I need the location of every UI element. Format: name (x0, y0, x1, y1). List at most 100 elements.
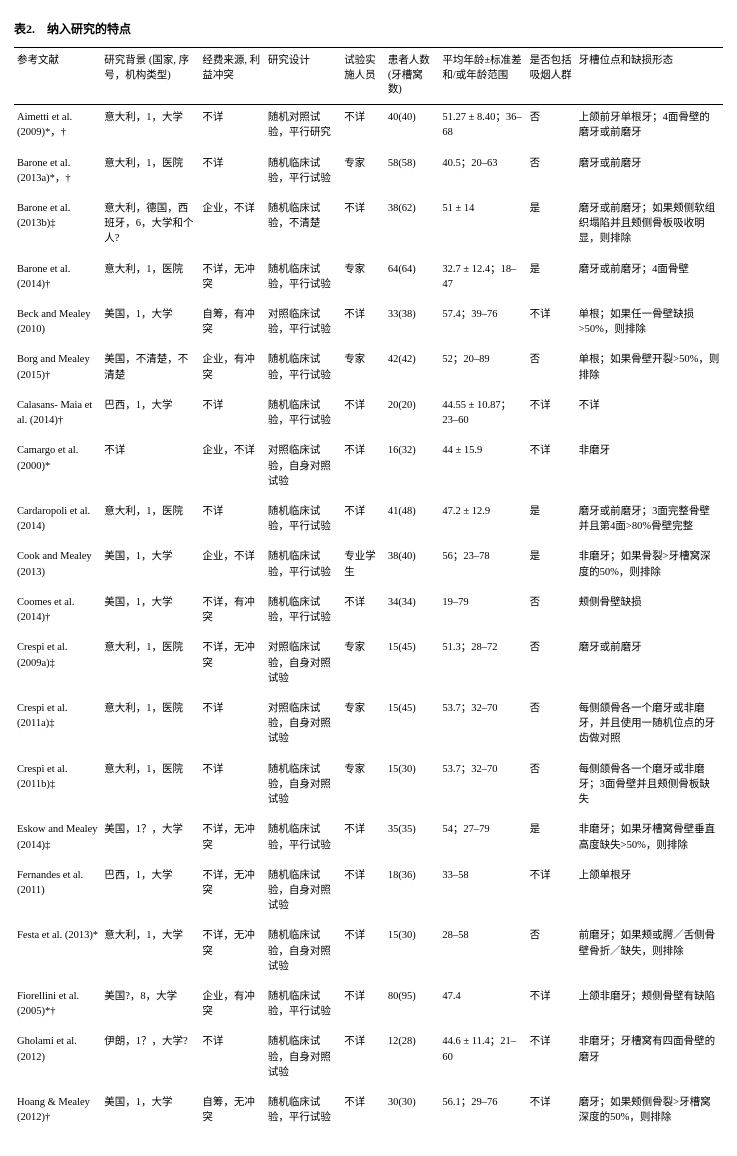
study-table: 参考文献 研究背景 (国家, 序号，机构类型) 经费来源, 利益冲突 研究设计 … (14, 47, 723, 1136)
cell-design: 随机临床试验，自身对照试验 (265, 757, 341, 818)
cell-staff: 不详 (341, 499, 385, 544)
cell-morph: 非磨牙；牙槽窝有四面骨壁的磨牙 (576, 1029, 723, 1090)
cell-morph: 磨牙或前磨牙；如果颊侧软组织塌陷并且颊侧骨板吸收明显，则排除 (576, 196, 723, 257)
cell-pat: 15(30) (385, 923, 440, 984)
cell-bg: 意大利，1，医院 (101, 499, 199, 544)
cell-morph: 磨牙或前磨牙；4面骨壁 (576, 257, 723, 302)
table-row: Barone et al. (2013b)‡意大利，德国，西班牙，6，大学和个人… (14, 196, 723, 257)
cell-fund: 企业，不详 (199, 196, 264, 257)
cell-staff: 专家 (341, 347, 385, 392)
cell-morph: 上颌非磨牙；颊侧骨壁有缺陷 (576, 984, 723, 1029)
cell-bg: 美国，1？，大学 (101, 817, 199, 862)
cell-fund: 企业，不详 (199, 438, 264, 499)
cell-bg: 意大利，1，医院 (101, 151, 199, 196)
cell-fund: 企业，有冲突 (199, 347, 264, 392)
cell-morph: 前磨牙；如果颊或腭／舌侧骨壁骨折／缺失，则排除 (576, 923, 723, 984)
cell-bg: 美国，不清楚，不清楚 (101, 347, 199, 392)
cell-age: 33–58 (439, 863, 526, 924)
table-row: Cardaropoli et al.(2014)意大利，1，医院 不详随机临床试验… (14, 499, 723, 544)
cell-design: 随机临床试验，平行试验 (265, 590, 341, 635)
cell-bg: 不详 (101, 438, 199, 499)
cell-morph: 单根；如果骨壁开裂>50%，则排除 (576, 347, 723, 392)
cell-age: 28–58 (439, 923, 526, 984)
cell-smoke: 否 (527, 151, 576, 196)
cell-design: 对照临床试验，自身对照试验 (265, 438, 341, 499)
cell-staff: 不详 (341, 393, 385, 438)
cell-design: 对照临床试验，自身对照试验 (265, 635, 341, 696)
table-row: Borg and Mealey (2015)†美国，不清楚，不清楚企业，有冲突随… (14, 347, 723, 392)
cell-staff: 不详 (341, 196, 385, 257)
cell-smoke: 不详 (527, 863, 576, 924)
table-row: Crespi et al. (2009a)‡意大利，1，医院不详，无冲突对照临床… (14, 635, 723, 696)
cell-fund: 不详 (199, 105, 264, 151)
cell-morph: 颊侧骨壁缺损 (576, 590, 723, 635)
table-row: Calasans- Maia et al. (2014)†巴西，1，大学不详随机… (14, 393, 723, 438)
cell-smoke: 不详 (527, 1090, 576, 1135)
cell-staff: 不详 (341, 817, 385, 862)
cell-smoke: 否 (527, 105, 576, 151)
cell-ref: Aimetti et al. (2009)*，† (14, 105, 101, 151)
cell-staff: 专家 (341, 151, 385, 196)
cell-age: 53.7；32–70 (439, 757, 526, 818)
cell-bg: 意大利，1，医院 (101, 757, 199, 818)
cell-pat: 34(34) (385, 590, 440, 635)
cell-fund: 不详，无冲突 (199, 817, 264, 862)
cell-age: 51 ± 14 (439, 196, 526, 257)
cell-morph: 单根；如果任一骨壁缺损>50%，则排除 (576, 302, 723, 347)
cell-design: 随机临床试验，平行试验 (265, 817, 341, 862)
cell-pat: 15(45) (385, 696, 440, 757)
cell-age: 54；27–79 (439, 817, 526, 862)
cell-staff: 不详 (341, 923, 385, 984)
cell-design: 对照临床试验，平行试验 (265, 302, 341, 347)
cell-smoke: 否 (527, 757, 576, 818)
cell-design: 随机临床试验，平行试验 (265, 499, 341, 544)
cell-pat: 41(48) (385, 499, 440, 544)
cell-fund: 不详，有冲突 (199, 590, 264, 635)
cell-age: 44.6 ± 11.4；21–60 (439, 1029, 526, 1090)
cell-staff: 不详 (341, 1090, 385, 1135)
cell-fund: 不详 (199, 1029, 264, 1090)
cell-pat: 15(30) (385, 757, 440, 818)
cell-smoke: 否 (527, 590, 576, 635)
col-header-ref: 参考文献 (14, 48, 101, 105)
cell-ref: Fiorellini et al. (2005)*† (14, 984, 101, 1029)
cell-fund: 不详，无冲突 (199, 863, 264, 924)
cell-age: 52；20–89 (439, 347, 526, 392)
cell-bg: 美国，1，大学 (101, 544, 199, 589)
cell-pat: 58(58) (385, 151, 440, 196)
cell-smoke: 不详 (527, 393, 576, 438)
cell-staff: 不详 (341, 105, 385, 151)
cell-smoke: 是 (527, 257, 576, 302)
cell-staff: 不详 (341, 590, 385, 635)
cell-age: 32.7 ± 12.4；18–47 (439, 257, 526, 302)
cell-fund: 不详，无冲突 (199, 257, 264, 302)
cell-ref: Camargo et al. (2000)* (14, 438, 101, 499)
cell-age: 56；23–78 (439, 544, 526, 589)
cell-smoke: 是 (527, 499, 576, 544)
cell-ref: Beck and Mealey (2010) (14, 302, 101, 347)
cell-age: 44.55 ± 10.87；23–60 (439, 393, 526, 438)
cell-design: 随机临床试验，不清楚 (265, 196, 341, 257)
cell-design: 随机临床试验，平行试验 (265, 393, 341, 438)
col-header-fund: 经费来源, 利益冲突 (199, 48, 264, 105)
cell-smoke: 是 (527, 817, 576, 862)
table-row: Fiorellini et al. (2005)*†美国?，8，大学企业，有冲突… (14, 984, 723, 1029)
cell-age: 57.4；39–76 (439, 302, 526, 347)
cell-morph: 磨牙或前磨牙 (576, 635, 723, 696)
cell-bg: 美国，1，大学 (101, 302, 199, 347)
table-row: Crespi et al. (2011a)‡意大利，1，医院不详对照临床试验，自… (14, 696, 723, 757)
cell-ref: Hoang & Mealey (2012)† (14, 1090, 101, 1135)
col-header-bg: 研究背景 (国家, 序号，机构类型) (101, 48, 199, 105)
cell-staff: 专家 (341, 635, 385, 696)
cell-ref: Cardaropoli et al.(2014) (14, 499, 101, 544)
cell-design: 随机临床试验，平行试验 (265, 151, 341, 196)
table-row: Cook and Mealey (2013)美国，1，大学企业，不详随机临床试验… (14, 544, 723, 589)
cell-ref: Gholami et al.(2012) (14, 1029, 101, 1090)
cell-pat: 80(95) (385, 984, 440, 1029)
cell-morph: 非磨牙 (576, 438, 723, 499)
cell-ref: Barone et al. (2014)† (14, 257, 101, 302)
cell-morph: 不详 (576, 393, 723, 438)
cell-ref: Barone et al. (2013b)‡ (14, 196, 101, 257)
col-header-pat: 患者人数 (牙槽窝数) (385, 48, 440, 105)
table-title: 表2. 纳入研究的特点 (14, 20, 723, 37)
